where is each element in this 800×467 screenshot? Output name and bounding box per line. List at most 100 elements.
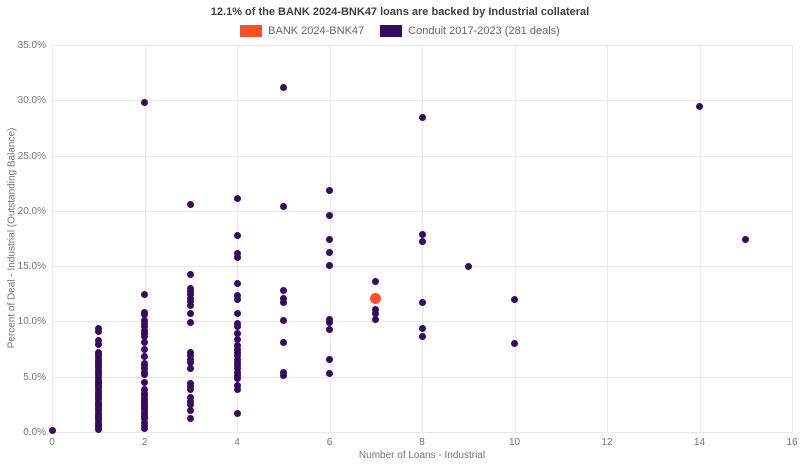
scatter-point-conduit[interactable]	[372, 310, 380, 318]
scatter-point-conduit[interactable]	[187, 319, 195, 327]
scatter-point-conduit[interactable]	[233, 382, 241, 390]
legend-label-bank: BANK 2024-BNK47	[268, 25, 365, 37]
legend-swatch-bank	[240, 25, 263, 37]
y-tick-label: 30.0%	[17, 95, 46, 107]
scatter-point-conduit[interactable]	[141, 291, 148, 299]
scatter-point-conduit[interactable]	[141, 338, 148, 346]
x-tick-label: 4	[234, 437, 240, 448]
scatter-point-conduit[interactable]	[94, 336, 102, 344]
x-tick-label: 10	[508, 437, 521, 448]
scatter-point-conduit[interactable]	[187, 386, 195, 394]
chart-title: 12.1% of the BANK 2024-BNK47 loans are b…	[210, 6, 590, 18]
scatter-point-conduit[interactable]	[141, 311, 148, 319]
scatter-point-conduit[interactable]	[94, 327, 102, 335]
scatter-point-conduit[interactable]	[279, 286, 287, 294]
v-gridline	[607, 45, 608, 432]
scatter-point-conduit[interactable]	[418, 230, 426, 238]
scatter-point-conduit[interactable]	[418, 299, 426, 307]
scatter-point-conduit[interactable]	[141, 425, 148, 433]
scatter-point-conduit[interactable]	[279, 83, 287, 91]
scatter-point-conduit[interactable]	[279, 372, 287, 380]
scatter-point-conduit[interactable]	[233, 280, 241, 288]
scatter-point-conduit[interactable]	[464, 262, 472, 270]
legend-item-conduit[interactable]: Conduit 2017-2023 (281 deals)	[380, 25, 560, 37]
scatter-point-conduit[interactable]	[418, 114, 426, 122]
scatter-point-conduit[interactable]	[326, 325, 333, 333]
scatter-point-conduit[interactable]	[326, 211, 333, 219]
scatter-point-conduit[interactable]	[279, 299, 287, 307]
scatter-point-conduit[interactable]	[326, 236, 333, 244]
scatter-point-conduit[interactable]	[187, 400, 195, 408]
scatter-point-conduit[interactable]	[48, 427, 56, 435]
scatter-point-conduit[interactable]	[141, 345, 148, 353]
v-gridline	[792, 45, 793, 432]
y-tick-label: 35.0%	[17, 40, 46, 51]
scatter-point-conduit[interactable]	[187, 298, 195, 306]
scatter-point-conduit[interactable]	[511, 340, 518, 348]
y-tick-label: 25.0%	[17, 150, 46, 162]
scatter-point-conduit[interactable]	[233, 330, 241, 338]
v-gridline	[52, 45, 53, 432]
scatter-point-conduit[interactable]	[279, 338, 287, 346]
scatter-point-conduit[interactable]	[418, 238, 426, 246]
x-tick-label: 14	[693, 437, 706, 448]
scatter-point-conduit[interactable]	[326, 249, 333, 257]
y-tick-label: 5.0%	[23, 371, 46, 383]
scatter-point-conduit[interactable]	[372, 315, 380, 323]
scatter-point-conduit[interactable]	[94, 341, 102, 349]
scatter-point-conduit[interactable]	[511, 295, 518, 303]
scatter-point-conduit[interactable]	[141, 371, 148, 378]
scatter-point-conduit[interactable]	[372, 278, 380, 286]
scatter-point-conduit[interactable]	[187, 310, 195, 318]
x-tick-label: 6	[326, 437, 333, 448]
plot-area	[48, 45, 793, 435]
scatter-point-conduit[interactable]	[187, 365, 195, 373]
scatter-point-conduit[interactable]	[141, 333, 148, 341]
x-axis-title: Number of Loans - Industrial	[358, 450, 486, 461]
scatter-point-conduit[interactable]	[233, 323, 241, 331]
scatter-point-conduit[interactable]	[187, 200, 195, 208]
scatter-point-conduit[interactable]	[279, 202, 287, 210]
scatter-point-conduit[interactable]	[233, 253, 241, 261]
x-tick-label: 16	[786, 437, 798, 448]
scatter-point-conduit[interactable]	[233, 195, 241, 203]
scatter-point-conduit[interactable]	[418, 324, 426, 332]
scatter-point-conduit[interactable]	[372, 305, 380, 313]
scatter-point-conduit[interactable]	[94, 426, 102, 434]
scatter-point-bank[interactable]	[370, 292, 382, 304]
scatter-point-conduit[interactable]	[233, 386, 241, 394]
scatter-point-conduit[interactable]	[187, 271, 195, 279]
scatter-point-conduit[interactable]	[696, 103, 703, 111]
y-tick-label: 0.0%	[23, 427, 46, 438]
y-tick-label: 10.0%	[17, 316, 46, 328]
y-tick-label: 15.0%	[17, 261, 46, 273]
scatter-point-conduit[interactable]	[742, 236, 750, 244]
scatter-point-conduit[interactable]	[233, 310, 241, 318]
scatter-point-conduit[interactable]	[233, 409, 241, 417]
scatter-point-conduit[interactable]	[326, 369, 333, 377]
scatter-point-conduit[interactable]	[418, 333, 426, 341]
scatter-point-conduit[interactable]	[233, 231, 241, 239]
v-gridline	[514, 45, 516, 432]
scatter-point-conduit[interactable]	[326, 187, 333, 195]
scatter-point-conduit[interactable]	[279, 294, 287, 302]
scatter-point-conduit[interactable]	[279, 316, 287, 324]
scatter-point-conduit[interactable]	[141, 353, 148, 361]
scatter-point-conduit[interactable]	[187, 358, 195, 366]
scatter-point-conduit[interactable]	[187, 415, 195, 423]
scatter-point-conduit[interactable]	[326, 261, 333, 269]
scatter-point-conduit[interactable]	[233, 295, 241, 303]
scatter-point-conduit[interactable]	[233, 375, 241, 383]
scatter-point-conduit[interactable]	[326, 355, 333, 363]
scatter-point-conduit[interactable]	[141, 378, 148, 386]
scatter-point-conduit[interactable]	[233, 335, 241, 343]
scatter-point-conduit[interactable]	[187, 302, 195, 310]
scatter-point-conduit[interactable]	[326, 319, 333, 327]
scatter-point-conduit[interactable]	[141, 98, 148, 106]
x-tick-label: 0	[49, 437, 55, 448]
x-tick-label: 12	[601, 437, 613, 448]
legend-item-bank[interactable]: BANK 2024-BNK47	[240, 25, 364, 37]
legend-swatch-conduit	[380, 25, 403, 37]
scatter-point-conduit[interactable]	[187, 407, 195, 415]
